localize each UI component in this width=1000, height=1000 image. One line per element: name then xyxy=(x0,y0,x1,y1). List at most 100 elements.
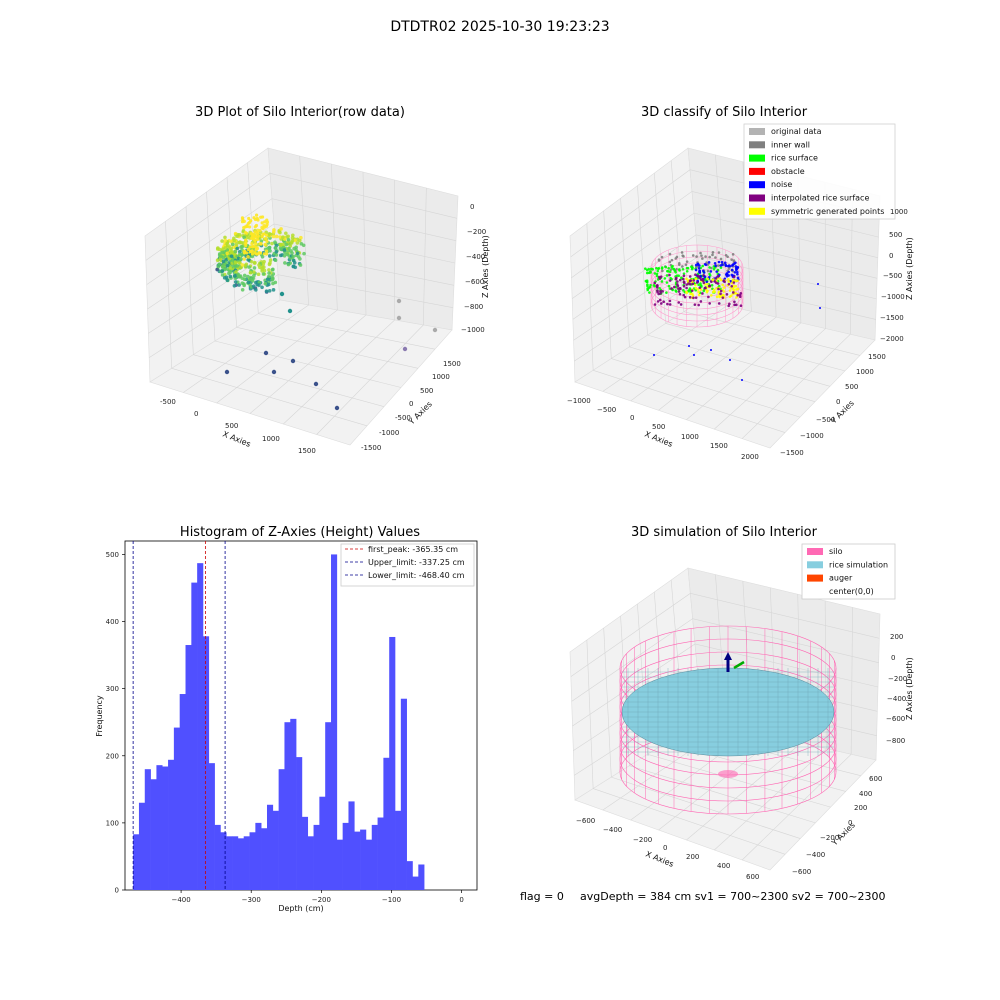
classified-point xyxy=(702,271,706,274)
sim-y-tick: −200 xyxy=(820,834,839,842)
scatter-point xyxy=(260,221,264,225)
classified-point xyxy=(701,278,705,281)
gridline xyxy=(741,754,852,861)
classified-point xyxy=(698,276,702,280)
raw-z-tick: −1000 xyxy=(461,326,485,334)
histogram-bar xyxy=(185,645,192,890)
cls-y-tick: −1500 xyxy=(780,449,804,457)
classified-point xyxy=(657,267,661,270)
classified-point xyxy=(734,268,738,272)
scatter-point xyxy=(238,265,243,270)
scatter-point xyxy=(250,252,255,256)
classified-point xyxy=(691,294,695,297)
panel-histogram: Histogram of Z-Axies (Height) Values −40… xyxy=(95,525,478,913)
scatter-point xyxy=(291,254,296,259)
classified-point xyxy=(657,259,661,262)
scatter-point xyxy=(246,254,250,259)
y-tick-label: 300 xyxy=(106,685,119,693)
classified-point xyxy=(667,266,670,270)
scatter-point xyxy=(263,281,268,286)
histogram-bar xyxy=(400,698,407,890)
scatter-point xyxy=(250,254,255,259)
classified-point xyxy=(725,293,729,296)
hist-y-axis-label: Frequency xyxy=(95,695,104,737)
classified-point xyxy=(677,268,681,271)
classified-point xyxy=(727,270,730,274)
raw-z-axis-label: Z Axies (Depth) xyxy=(481,235,490,298)
histogram-bar xyxy=(138,802,146,890)
gridline xyxy=(593,788,786,855)
classified-point xyxy=(706,269,710,273)
classified-point xyxy=(725,274,729,278)
noise-point xyxy=(817,283,819,285)
sim-y-tick: −600 xyxy=(792,868,811,876)
scatter-point xyxy=(287,246,291,251)
gridline xyxy=(653,173,667,324)
scatter-point xyxy=(295,251,300,256)
classified-point xyxy=(708,255,711,259)
classified-point xyxy=(677,287,680,290)
sim-x-axis-label: X Axies xyxy=(644,850,675,869)
scatter-point xyxy=(245,224,249,228)
legend-label: auger xyxy=(829,574,853,583)
scatter-point xyxy=(262,252,266,256)
classified-point xyxy=(689,292,692,296)
classified-point xyxy=(710,294,713,297)
classified-point xyxy=(658,277,662,280)
classified-point xyxy=(684,263,688,266)
legend-label: silo xyxy=(829,547,843,556)
classified-point xyxy=(685,266,689,270)
classified-point xyxy=(673,285,676,289)
gridline xyxy=(686,742,802,841)
outlier-point xyxy=(263,350,269,356)
classified-point xyxy=(691,254,695,257)
outlier-point xyxy=(287,308,293,314)
classified-point xyxy=(682,272,686,275)
classified-point xyxy=(709,270,713,273)
scatter-point xyxy=(263,242,267,247)
auger-direction-marker xyxy=(733,660,745,670)
classified-point xyxy=(706,277,710,281)
legend-label: rice simulation xyxy=(829,560,888,569)
scatter-point xyxy=(221,259,226,264)
classified-point xyxy=(682,285,686,288)
scatter-point xyxy=(250,245,255,249)
classified-point xyxy=(707,295,710,299)
raw-scatter-points xyxy=(215,213,438,411)
sim-x-tick: 400 xyxy=(717,862,730,870)
classified-point xyxy=(680,276,683,280)
histogram-bar xyxy=(249,832,256,890)
classified-point xyxy=(693,303,697,306)
classified-point xyxy=(645,271,649,275)
cls-classified-points xyxy=(643,251,821,381)
hist-vlines xyxy=(132,541,226,890)
gridline xyxy=(658,316,777,411)
scatter-point xyxy=(290,239,295,243)
sim-x-tick: 600 xyxy=(746,873,759,881)
scatter-point xyxy=(233,249,238,254)
histogram-bar xyxy=(290,718,297,890)
histogram-bar xyxy=(284,722,291,890)
legend-label: symmetric generated points xyxy=(771,207,884,216)
scatter-point xyxy=(250,234,255,239)
classified-point xyxy=(734,279,738,283)
cls-z-tick: −2000 xyxy=(880,335,904,343)
classified-point xyxy=(708,284,712,288)
legend-label: first_peak: -365.35 cm xyxy=(368,545,458,554)
classified-point xyxy=(681,265,684,268)
cls-z-tick: 0 xyxy=(889,252,893,260)
classified-point xyxy=(646,288,650,292)
scatter-point xyxy=(278,230,282,235)
classified-point xyxy=(725,272,729,276)
cls-y-tick: 1000 xyxy=(856,368,874,376)
noise-point xyxy=(710,349,712,351)
cls-x-tick: −500 xyxy=(597,406,616,414)
raw-z-tick: −400 xyxy=(466,253,485,261)
gridline xyxy=(593,370,786,433)
classified-point xyxy=(699,300,703,303)
legend-label: Lower_limit: -468.40 cm xyxy=(368,571,465,580)
scatter-point xyxy=(283,261,287,265)
sim-y-tick: 600 xyxy=(869,775,882,783)
scatter-point xyxy=(273,258,278,263)
auger-arrow-icon xyxy=(724,652,732,660)
